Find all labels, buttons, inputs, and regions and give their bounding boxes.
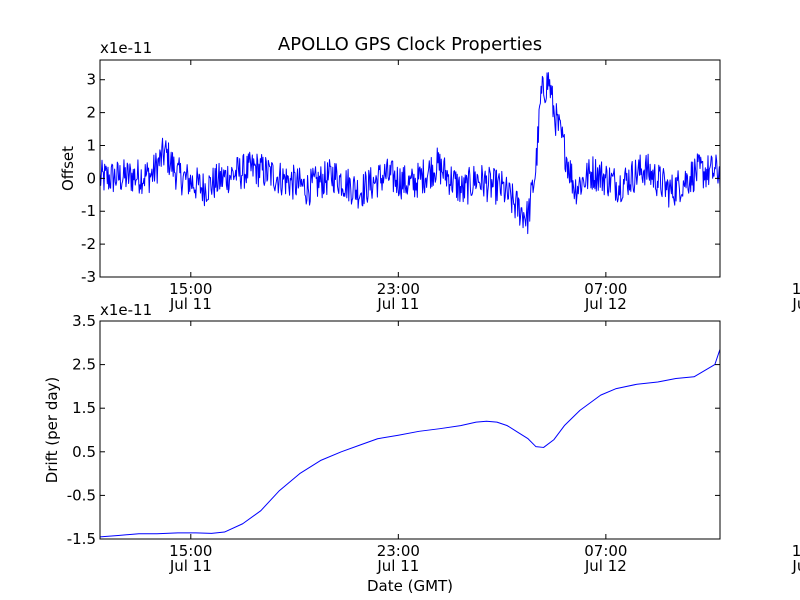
drift-x-tick-time-label: 15:00: [792, 542, 800, 560]
offset-x-tick-date-label: Jul 12: [791, 295, 800, 313]
offset-x-tick-time-label: 15:00: [792, 280, 800, 298]
offset-y-tick-label: -1: [81, 202, 96, 220]
offset-multiplier-label: x1e-11: [100, 39, 152, 57]
drift-axes-frame: [99, 320, 721, 540]
drift-x-tick-time-label: 07:00: [584, 542, 627, 560]
drift-y-axis-label: Drift (per day): [43, 377, 61, 484]
drift-y-tick-label: 0.5: [72, 443, 96, 461]
drift-y-tick-label: -1.5: [67, 530, 96, 548]
offset-y-tick-label: 3: [86, 71, 96, 89]
chart-title: APOLLO GPS Clock Properties: [278, 34, 542, 55]
offset-y-ticks: -3 -2 -1 0 1 2 3: [81, 71, 720, 286]
offset-y-tick-label: 1: [86, 136, 96, 154]
drift-y-tick-label: 2.5: [72, 356, 96, 374]
drift-y-tick-label: 1.5: [72, 399, 96, 417]
offset-axes-frame: [99, 59, 721, 278]
offset-x-tick-date-label: Jul 11: [376, 295, 419, 313]
drift-y-tick-label: 3.5: [72, 312, 96, 330]
offset-y-tick-label: -3: [81, 268, 96, 286]
drift-x-tick-date-label: Jul 12: [791, 557, 800, 575]
drift-y-tick-label: -0.5: [67, 486, 96, 504]
offset-x-tick-time-label: 15:00: [169, 280, 212, 298]
offset-x-tick-time-label: 23:00: [377, 280, 420, 298]
drift-x-tick-date-label: Jul 11: [169, 557, 212, 575]
drift-x-tick-date-label: Jul 12: [584, 557, 627, 575]
offset-x-tick-date-label: Jul 12: [584, 295, 627, 313]
drift-x-tick-time-label: 23:00: [377, 542, 420, 560]
offset-y-tick-label: 2: [86, 104, 96, 122]
offset-x-tick-time-label: 07:00: [584, 280, 627, 298]
drift-x-tick-time-label: 15:00: [169, 542, 212, 560]
drift-multiplier-label: x1e-11: [100, 301, 152, 319]
offset-x-tick-date-label: Jul 11: [169, 295, 212, 313]
offset-y-tick-label: 0: [86, 169, 96, 187]
drift-y-ticks: -1.5 -0.5 0.5 1.5 2.5 3.5: [67, 312, 720, 548]
drift-x-tick-date-label: Jul 11: [376, 557, 419, 575]
offset-panel: APOLLO GPS Clock Properties x1e-11 -3-2-…: [59, 34, 800, 313]
offset-y-axis-label: Offset: [59, 146, 77, 191]
drift-x-axis-label: Date (GMT): [367, 577, 453, 595]
offset-y-tick-label: -2: [81, 235, 96, 253]
